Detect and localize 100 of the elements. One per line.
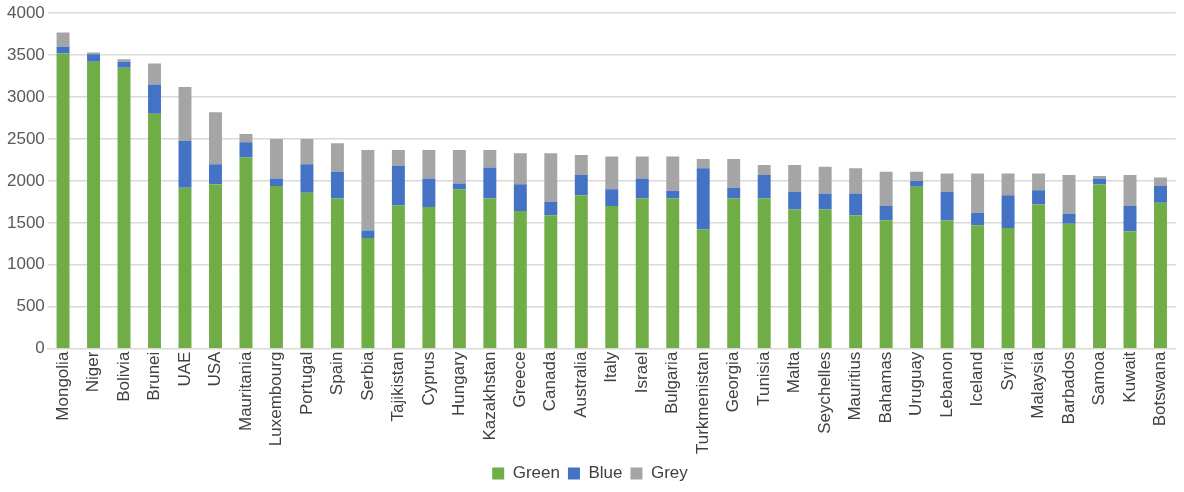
bar bbox=[239, 157, 253, 348]
y-tick-label: 3000 bbox=[6, 86, 45, 106]
y-tick-label: 2500 bbox=[6, 128, 45, 148]
bar bbox=[696, 229, 710, 348]
x-tick-label: Uruguay bbox=[906, 351, 926, 416]
bar bbox=[635, 156, 649, 179]
bar bbox=[818, 166, 832, 194]
bar bbox=[879, 206, 893, 221]
x-tick-label: Syria bbox=[997, 351, 1017, 391]
x-tick-label: Malta bbox=[784, 351, 804, 394]
bar bbox=[574, 195, 588, 348]
bar bbox=[757, 198, 771, 348]
bar bbox=[818, 209, 832, 348]
bar bbox=[87, 54, 101, 62]
bar bbox=[300, 164, 314, 193]
bar bbox=[209, 164, 222, 185]
bar bbox=[391, 205, 405, 348]
x-tick-label: Portugal bbox=[296, 351, 316, 415]
bar bbox=[788, 191, 802, 210]
x-tick-label: Turkmenistan bbox=[692, 351, 712, 455]
y-tick-label: 500 bbox=[16, 296, 45, 316]
bar bbox=[422, 206, 436, 348]
bar bbox=[1062, 213, 1076, 224]
bar bbox=[574, 175, 588, 196]
bar bbox=[1032, 204, 1046, 348]
x-tick-label: Bolivia bbox=[113, 351, 133, 402]
bar bbox=[1032, 173, 1046, 191]
bar bbox=[971, 212, 985, 226]
x-tick-label: Barbados bbox=[1058, 351, 1078, 425]
bar bbox=[148, 113, 161, 348]
bar bbox=[1123, 175, 1137, 207]
x-tick-label: Luxembourg bbox=[266, 351, 286, 447]
bar bbox=[330, 171, 344, 199]
bar bbox=[391, 149, 405, 166]
bar bbox=[849, 215, 863, 348]
bar bbox=[300, 138, 314, 165]
x-tick-label: Australia bbox=[570, 351, 590, 418]
bar bbox=[849, 193, 863, 216]
bar bbox=[1123, 206, 1137, 232]
bar bbox=[971, 173, 985, 213]
bar bbox=[483, 149, 497, 168]
x-tick-label: Iceland bbox=[967, 351, 987, 407]
x-tick-label: Niger bbox=[83, 351, 103, 393]
legend-label: Green bbox=[512, 463, 560, 483]
bar bbox=[940, 220, 954, 348]
x-tick-label: Seychelles bbox=[814, 351, 834, 434]
bar bbox=[605, 156, 619, 190]
x-tick-label: Israel bbox=[631, 351, 651, 394]
x-tick-label: Cyprus bbox=[418, 351, 438, 406]
bar bbox=[696, 159, 710, 169]
bar bbox=[269, 178, 283, 186]
bar bbox=[788, 164, 802, 192]
bar bbox=[361, 149, 375, 231]
bar bbox=[117, 59, 131, 62]
bar bbox=[574, 154, 588, 176]
bar bbox=[1062, 223, 1076, 348]
bar bbox=[209, 184, 222, 348]
bar bbox=[666, 190, 680, 199]
bar bbox=[269, 185, 283, 348]
bar bbox=[56, 46, 70, 54]
bar bbox=[148, 63, 161, 85]
bar bbox=[148, 84, 161, 114]
bar bbox=[361, 230, 375, 238]
bar bbox=[513, 211, 527, 348]
bar bbox=[178, 187, 192, 348]
y-tick-label: 0 bbox=[35, 338, 45, 358]
bar bbox=[452, 183, 466, 190]
x-tick-label: Bulgaria bbox=[662, 351, 682, 415]
bar bbox=[300, 192, 314, 348]
x-tick-label: Mongolia bbox=[52, 351, 72, 421]
bar bbox=[940, 173, 954, 192]
bar bbox=[1062, 175, 1076, 214]
bar bbox=[757, 164, 771, 176]
bar bbox=[849, 168, 863, 194]
bar bbox=[1001, 227, 1015, 348]
legend-label: Blue bbox=[588, 463, 623, 483]
bar bbox=[422, 178, 436, 207]
bar bbox=[452, 149, 466, 184]
legend-label: Grey bbox=[650, 463, 689, 483]
y-tick-label: 1000 bbox=[6, 254, 45, 274]
bar bbox=[1093, 184, 1106, 348]
x-tick-label: Hungary bbox=[449, 351, 469, 416]
bar bbox=[56, 53, 70, 348]
bar bbox=[1093, 178, 1106, 185]
x-tick-label: Samoa bbox=[1089, 351, 1109, 406]
bar bbox=[117, 61, 131, 68]
x-tick-label: Greece bbox=[510, 351, 530, 408]
x-tick-label: Botswana bbox=[1150, 351, 1170, 427]
x-tick-label: Italy bbox=[601, 351, 621, 383]
y-tick-label: 2000 bbox=[6, 170, 45, 190]
bar bbox=[605, 189, 619, 207]
bar bbox=[727, 159, 741, 188]
bar bbox=[818, 193, 832, 210]
x-tick-label: Lebanon bbox=[936, 351, 956, 418]
bar bbox=[513, 184, 527, 212]
bar bbox=[666, 198, 680, 348]
bar bbox=[422, 149, 436, 179]
bar bbox=[56, 32, 70, 47]
x-tick-label: Brunei bbox=[144, 351, 164, 401]
bar bbox=[361, 237, 375, 348]
